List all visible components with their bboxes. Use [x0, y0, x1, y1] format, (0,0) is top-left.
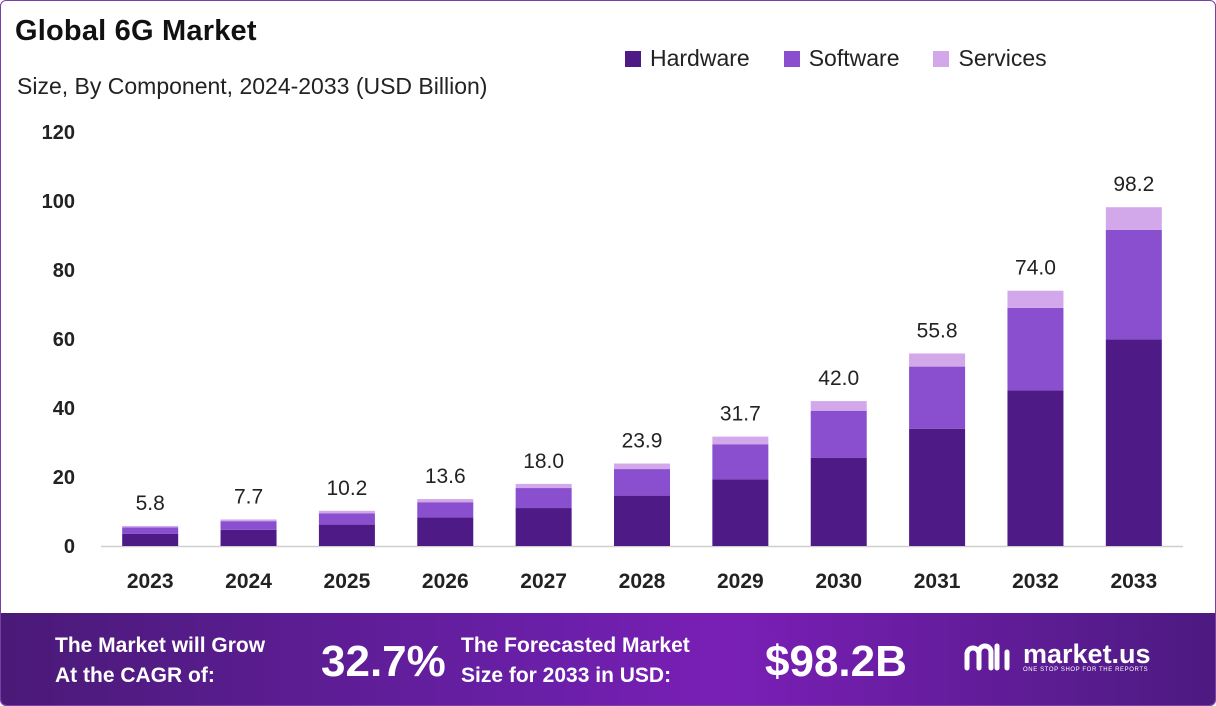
bar-services-2031 — [909, 353, 966, 367]
bar-total-label-2030: 42.0 — [818, 367, 859, 390]
legend-label-hardware: Hardware — [650, 45, 750, 71]
y-tick-label: 60 — [53, 329, 75, 351]
bar-services-2029 — [712, 436, 769, 445]
x-tick-label-2027: 2027 — [520, 570, 567, 593]
bar-services-2028 — [614, 463, 670, 470]
bar-hardware-2031 — [909, 428, 966, 546]
bar-total-label-2031: 55.8 — [917, 319, 958, 342]
bar-hardware-2024 — [220, 529, 277, 546]
forecast-label-line1: The Forecasted Market — [461, 634, 690, 657]
brand-tagline: ONE STOP SHOP FOR THE REPORTS — [1023, 667, 1149, 673]
x-tick-label-2026: 2026 — [422, 570, 469, 593]
bar-hardware-2025 — [318, 524, 375, 546]
cagr-label: The Market will Grow At the CAGR of: — [55, 631, 265, 691]
y-tick-label: 100 — [42, 191, 75, 213]
bar-total-label-2026: 13.6 — [425, 465, 466, 488]
bar-software-2023 — [122, 527, 179, 534]
bar-total-label-2032: 74.0 — [1015, 257, 1056, 280]
brand-text: market.us ONE STOP SHOP FOR THE REPORTS — [1023, 639, 1151, 674]
bar-software-2026 — [417, 502, 474, 518]
bar-services-2023 — [122, 525, 179, 528]
bar-software-2025 — [318, 513, 375, 525]
legend-swatch-services — [933, 50, 950, 67]
bar-services-2030 — [810, 401, 867, 411]
x-tick-label-2023: 2023 — [127, 570, 174, 593]
x-tick-label-2024: 2024 — [225, 570, 272, 593]
cagr-value: 32.7% — [321, 637, 446, 686]
legend-label-services: Services — [958, 45, 1047, 71]
legend-item-hardware: Hardware — [625, 45, 750, 72]
legend-swatch-hardware — [625, 50, 641, 67]
cagr-label-line1: The Market will Grow — [55, 634, 266, 657]
legend-label-software: Software — [808, 45, 900, 71]
bar-software-2033 — [1105, 229, 1162, 340]
forecast-label: The Forecasted Market Size for 2033 in U… — [461, 631, 690, 691]
bar-hardware-2027 — [515, 508, 572, 546]
cagr-label-line2: At the CAGR of: — [55, 664, 215, 687]
bar-hardware-2032 — [1007, 390, 1064, 546]
bar-software-2029 — [712, 444, 769, 480]
bar-services-2033 — [1105, 207, 1162, 230]
y-tick-label: 40 — [53, 398, 75, 420]
bar-total-label-2033: 98.2 — [1113, 173, 1154, 196]
bar-hardware-2023 — [122, 533, 179, 546]
bar-hardware-2026 — [417, 517, 474, 546]
chart-legend: Hardware Software Services — [625, 45, 1047, 72]
bar-software-2027 — [515, 488, 572, 509]
forecast-label-line2: Size for 2033 in USD: — [461, 664, 672, 687]
bar-hardware-2028 — [614, 495, 670, 546]
x-tick-label-2032: 2032 — [1012, 570, 1059, 593]
bar-services-2025 — [318, 510, 375, 514]
bar-total-label-2028: 23.9 — [622, 430, 663, 453]
x-tick-label-2031: 2031 — [914, 570, 961, 593]
footer-banner: The Market will Grow At the CAGR of: 32.… — [1, 613, 1215, 705]
bar-total-label-2025: 10.2 — [326, 477, 367, 500]
legend-swatch-software — [783, 50, 800, 67]
bar-total-label-2023: 5.8 — [136, 492, 165, 515]
bar-software-2024 — [220, 521, 277, 530]
x-tick-label-2025: 2025 — [324, 570, 371, 593]
bar-software-2031 — [909, 366, 966, 429]
brand-name: market.us — [1023, 639, 1151, 669]
bar-services-2027 — [515, 483, 572, 489]
bar-total-label-2029: 31.7 — [720, 403, 761, 426]
x-tick-label-2033: 2033 — [1110, 570, 1157, 593]
bar-total-label-2024: 7.7 — [234, 485, 263, 508]
marketus-logo-icon — [964, 643, 1010, 671]
y-tick-label: 80 — [53, 260, 75, 282]
chart-subtitle: Size, By Component, 2024-2033 (USD Billi… — [17, 73, 488, 99]
y-tick-label: 20 — [53, 467, 75, 489]
bar-total-label-2027: 18.0 — [523, 450, 564, 473]
bar-hardware-2029 — [712, 479, 769, 546]
bar-software-2028 — [614, 469, 670, 496]
y-tick-label: 120 — [42, 122, 75, 144]
bar-services-2032 — [1007, 290, 1064, 308]
bar-software-2032 — [1007, 307, 1064, 391]
brand-logo: market.us ONE STOP SHOP FOR THE REPORTS — [963, 641, 1151, 673]
x-tick-label-2029: 2029 — [717, 570, 764, 593]
x-tick-label-2030: 2030 — [815, 570, 862, 593]
bar-hardware-2033 — [1105, 339, 1162, 546]
bar-software-2030 — [810, 410, 867, 458]
forecast-value: $98.2B — [765, 637, 907, 686]
bar-services-2026 — [417, 499, 474, 503]
y-tick-label: 0 — [64, 536, 75, 558]
legend-item-software: Software — [783, 45, 900, 72]
bar-chart: 0 20 40 60 80 100 120 5.8 2023 7.7 2024 10.2 2025 13.… — [42, 122, 1183, 593]
legend-item-services: Services — [933, 45, 1047, 72]
chart-title: Global 6G Market — [15, 15, 257, 47]
bar-hardware-2030 — [810, 457, 867, 546]
x-tick-label-2028: 2028 — [619, 570, 666, 593]
bar-services-2024 — [220, 519, 277, 522]
